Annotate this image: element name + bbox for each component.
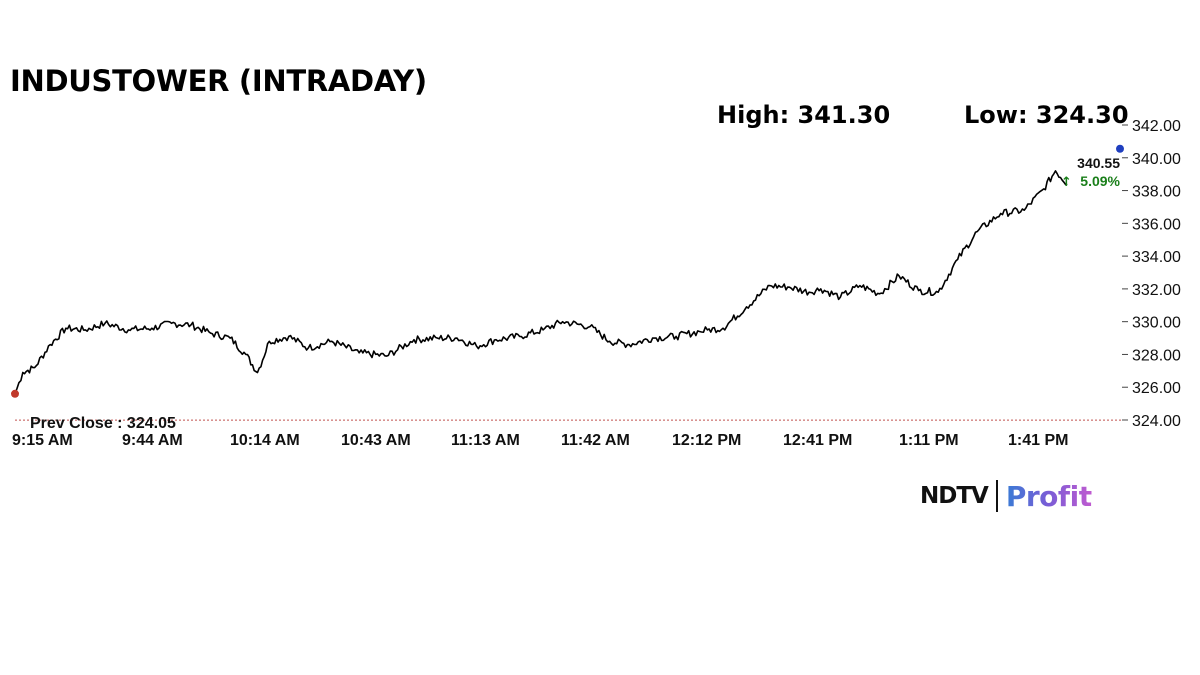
x-tick-label: 9:15 AM	[12, 432, 73, 449]
last-price-label: 340.55	[1077, 155, 1120, 171]
y-tick-label: 334.00	[1132, 249, 1181, 266]
x-tick-label: 9:44 AM	[122, 432, 183, 449]
x-tick-label: 1:41 PM	[1008, 432, 1068, 449]
change-indicator: ↑ 5.09%	[1061, 173, 1121, 190]
up-arrow-icon: ↑	[1061, 175, 1072, 190]
ndtv-profit-logo: NDTV Profit	[920, 478, 1092, 514]
x-tick-label: 12:12 PM	[672, 432, 741, 449]
y-tick-label: 340.00	[1132, 151, 1181, 168]
day-high-label: High: 341.30	[717, 101, 891, 129]
x-tick-label: 10:14 AM	[230, 432, 300, 449]
x-tick-label: 1:11 PM	[899, 432, 959, 449]
logo-divider	[995, 480, 998, 512]
y-tick-label: 342.00	[1132, 118, 1181, 135]
y-tick-label: 324.00	[1132, 413, 1181, 430]
y-axis-ticks: 342.00 340.00 338.00 336.00 334.00 332.00 330.…	[1122, 118, 1181, 430]
y-tick-label: 336.00	[1132, 216, 1181, 233]
x-tick-label: 11:42 AM	[561, 432, 630, 449]
day-low-label: Low: 324.30	[964, 101, 1129, 129]
y-tick-label: 328.00	[1132, 347, 1181, 364]
x-axis-ticks: 9:15 AM 9:44 AM 10:14 AM 10:43 AM 11:13 AM 11…	[12, 432, 1068, 449]
y-tick-label: 326.00	[1132, 380, 1181, 397]
price-series-line	[14, 170, 1068, 395]
x-tick-label: 11:13 AM	[451, 432, 520, 449]
logo-ndtv-text: NDTV	[920, 483, 989, 509]
prev-close-label: Prev Close : 324.05	[30, 415, 176, 432]
y-tick-label: 332.00	[1132, 282, 1181, 299]
y-tick-label: 330.00	[1132, 315, 1181, 332]
logo-profit-text: Profit	[1005, 479, 1092, 513]
change-percent-label: 5.09%	[1080, 173, 1120, 189]
y-tick-label: 338.00	[1132, 184, 1181, 201]
chart-title: INDUSTOWER (INTRADAY)	[10, 64, 427, 98]
x-tick-label: 10:43 AM	[341, 432, 411, 449]
end-point-marker	[1116, 144, 1124, 153]
start-point-dot	[11, 389, 19, 398]
x-tick-label: 12:41 PM	[783, 432, 852, 449]
